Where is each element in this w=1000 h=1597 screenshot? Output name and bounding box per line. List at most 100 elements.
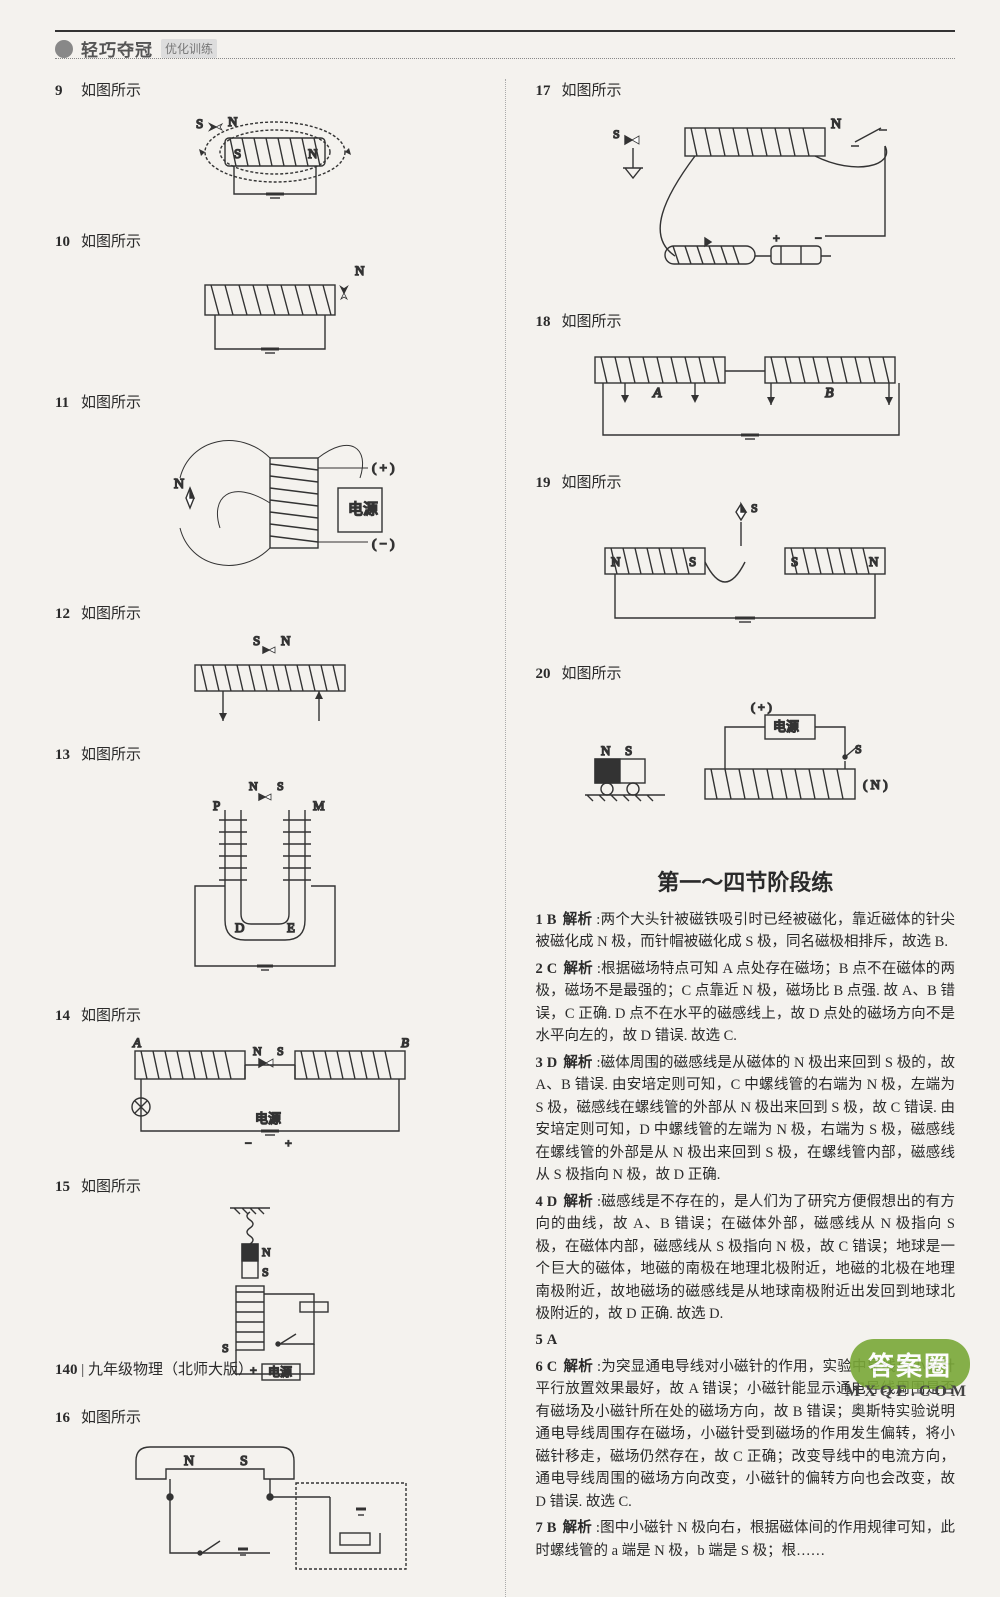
- svg-text:S: S: [253, 633, 260, 648]
- svg-text:( − ): ( − ): [372, 536, 395, 551]
- svg-text:N: N: [262, 1245, 271, 1259]
- section-title: 第一～四节阶段练: [536, 865, 956, 897]
- diagram-19: N S S N S: [565, 498, 925, 648]
- item-label: 如图所示: [81, 395, 141, 411]
- diagram-12: S N: [135, 629, 395, 729]
- page-header: 轻巧夺冠 优化训练: [55, 30, 955, 61]
- svg-text:+: +: [285, 1136, 292, 1150]
- item-number: 9: [55, 83, 73, 100]
- svg-text:S: S: [234, 146, 241, 161]
- svg-text:N: N: [174, 477, 184, 492]
- svg-text:S: S: [240, 1454, 248, 1469]
- problem-13: 13 如图所示 P M D E: [55, 743, 475, 990]
- svg-text:B: B: [401, 1035, 409, 1050]
- problem-14: 14 如图所示 A B N S: [55, 1004, 475, 1161]
- svg-text:( + ): ( + ): [751, 700, 772, 714]
- problem-11: 11 如图所示 电源 ( + ) ( − ) N: [55, 391, 475, 588]
- answer-1: 1B解析:两个大头针被磁铁吸引时已经被磁化，靠近磁体的针尖被磁化成 N 极，而针…: [536, 909, 956, 954]
- svg-text:N: N: [281, 633, 291, 648]
- problem-16: 16 如图所示 N S: [55, 1406, 475, 1583]
- item-number: 17: [536, 83, 554, 100]
- item-label: 如图所示: [562, 83, 622, 99]
- svg-text:N: N: [308, 146, 318, 161]
- item-number: 13: [55, 747, 73, 764]
- svg-text:N: N: [831, 117, 841, 132]
- diagram-9: S N S N: [130, 106, 400, 216]
- answers-block: 1B解析:两个大头针被磁铁吸引时已经被磁化，靠近磁体的针尖被磁化成 N 极，而针…: [536, 909, 956, 1562]
- svg-text:S: S: [277, 779, 284, 793]
- diagram-10: N: [135, 257, 395, 377]
- watermark-url: MXQE.COM: [845, 1383, 970, 1401]
- problem-9: 9 如图所示 S N: [55, 79, 475, 216]
- item-label: 如图所示: [562, 475, 622, 491]
- item-number: 12: [55, 606, 73, 623]
- svg-text:N: N: [253, 1044, 262, 1058]
- item-label: 如图所示: [81, 1179, 141, 1195]
- svg-text:S: S: [625, 743, 632, 758]
- item-number: 15: [55, 1179, 73, 1196]
- diagram-14: A B N S: [105, 1031, 425, 1161]
- answer-7: 7B解析:图中小磁针 N 极向右，根据磁体间的作用规律可知，此时螺线管的 a 端…: [536, 1517, 956, 1562]
- item-number: 11: [55, 395, 73, 412]
- diagram-18: A B: [555, 337, 935, 457]
- item-label: 如图所示: [81, 606, 141, 622]
- svg-text:电源: 电源: [773, 719, 799, 734]
- page-footer: 140 | 九年级物理（北师大版）: [55, 1358, 253, 1379]
- svg-text:M: M: [313, 798, 325, 813]
- svg-text:S: S: [222, 1341, 229, 1355]
- svg-text:电源: 电源: [255, 1111, 281, 1126]
- diagram-20: N S ( N ) 电源 ( + ) S: [555, 689, 935, 849]
- svg-text:−: −: [815, 231, 822, 245]
- svg-text:S: S: [196, 116, 203, 131]
- svg-text:S: S: [613, 127, 620, 141]
- diagram-11: 电源 ( + ) ( − ) N: [120, 418, 410, 588]
- svg-text:N: N: [869, 554, 879, 569]
- item-label: 如图所示: [81, 747, 141, 763]
- item-label: 如图所示: [81, 1008, 141, 1024]
- svg-text:电源: 电源: [348, 501, 378, 518]
- svg-text:N: N: [601, 743, 611, 758]
- item-label: 如图所示: [562, 314, 622, 330]
- problem-12: 12 如图所示 S N: [55, 602, 475, 729]
- column-divider: [505, 79, 506, 1597]
- svg-text:S: S: [262, 1265, 269, 1279]
- item-number: 10: [55, 234, 73, 251]
- diagram-16: N S: [110, 1433, 420, 1583]
- svg-text:( N ): ( N ): [863, 777, 888, 792]
- item-number: 14: [55, 1008, 73, 1025]
- svg-text:N: N: [228, 114, 238, 129]
- svg-text:电源: 电源: [268, 1365, 292, 1379]
- problem-19: 19 如图所示 N S S N: [536, 471, 956, 648]
- svg-text:−: −: [245, 1136, 252, 1150]
- watermark-badge: 答案圈: [850, 1339, 970, 1389]
- brand-sub: 优化训练: [161, 39, 217, 58]
- problem-18: 18 如图所示 A B: [536, 310, 956, 457]
- logo-icon: [55, 40, 73, 58]
- problem-17: 17 如图所示 N S: [536, 79, 956, 296]
- answer-3: 3D解析:磁体周围的磁感线是从磁体的 N 极出来回到 S 极的，故 A、B 错误…: [536, 1052, 956, 1187]
- item-label: 如图所示: [81, 1410, 141, 1426]
- svg-text:N: N: [184, 1454, 194, 1469]
- svg-text:N: N: [611, 554, 621, 569]
- svg-text:S: S: [791, 554, 798, 569]
- svg-text:( + ): ( + ): [372, 460, 395, 475]
- svg-text:S: S: [689, 554, 696, 569]
- item-label: 如图所示: [81, 83, 141, 99]
- svg-text:A: A: [132, 1035, 141, 1050]
- diagram-13: P M D E N S: [135, 770, 395, 990]
- item-label: 如图所示: [562, 666, 622, 682]
- svg-text:D: D: [235, 920, 244, 935]
- item-number: 18: [536, 314, 554, 331]
- item-number: 16: [55, 1410, 73, 1427]
- problem-20: 20 如图所示 N S ( N ) 电源: [536, 662, 956, 849]
- svg-text:N: N: [355, 263, 365, 278]
- problem-10: 10 如图所示 N: [55, 230, 475, 377]
- svg-text:B: B: [825, 386, 834, 401]
- answer-4: 4D解析:磁感线是不存在的，是人们为了研究方便假想出的有方向的曲线，故 A、B …: [536, 1191, 956, 1326]
- svg-text:S: S: [277, 1044, 284, 1058]
- header-rule: [55, 58, 955, 59]
- item-number: 19: [536, 475, 554, 492]
- svg-text:S: S: [751, 501, 758, 515]
- svg-text:A: A: [652, 386, 662, 401]
- item-label: 如图所示: [81, 234, 141, 250]
